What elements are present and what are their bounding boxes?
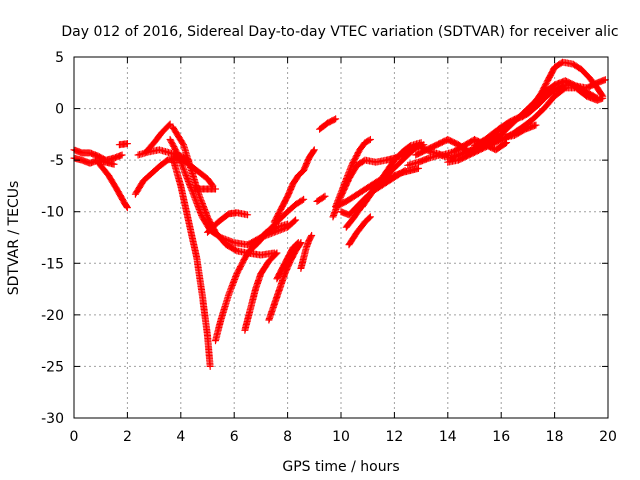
- y-tick-label: -30: [41, 411, 64, 427]
- x-tick-label: 12: [385, 429, 403, 445]
- x-tick-label: 2: [123, 429, 132, 445]
- x-tick-label: 10: [332, 429, 350, 445]
- y-tick-label: 5: [55, 50, 64, 66]
- x-tick-label: 18: [546, 429, 564, 445]
- y-tick-label: -5: [50, 153, 64, 169]
- y-tick-label: -25: [41, 359, 64, 375]
- series-27-markers: [345, 213, 374, 249]
- x-tick-label: 14: [439, 429, 457, 445]
- series-18-markers: [297, 231, 316, 272]
- series-17-markers: [273, 239, 302, 283]
- x-tick-label: 8: [283, 429, 292, 445]
- series-28-markers: [358, 139, 425, 211]
- series-14-markers: [241, 249, 281, 334]
- y-tick-label: -20: [41, 308, 64, 324]
- axis-ticks: 0 2 4 6 8 10 12 14 16 18 20 -30 -25 -20 -15 -10 -5 0 5: [41, 50, 617, 445]
- series-21-markers: [313, 192, 329, 205]
- series-4-markers: [115, 140, 131, 149]
- y-axis-label: SDTVAR / TECUs: [6, 181, 22, 296]
- series-8-markers: [142, 120, 174, 156]
- x-tick-label: 6: [230, 429, 239, 445]
- series-3-markers: [94, 158, 131, 212]
- series-32-markers: [444, 84, 607, 166]
- y-tick-label: -10: [41, 205, 64, 221]
- series-11-markers: [169, 123, 278, 259]
- series-9-markers: [169, 154, 214, 371]
- x-tick-label: 16: [492, 429, 510, 445]
- x-tick-label: 4: [176, 429, 185, 445]
- series-35-markers: [470, 92, 551, 150]
- x-tick-label: 20: [599, 429, 617, 445]
- series-19-markers: [270, 146, 318, 226]
- series-24-markers: [332, 135, 374, 211]
- data-series: [70, 58, 609, 371]
- series-20-markers: [316, 115, 340, 133]
- series-12-markers: [203, 209, 252, 236]
- y-tick-label: -15: [41, 256, 64, 272]
- x-tick-label: 0: [70, 429, 79, 445]
- y-tick-label: 0: [55, 102, 64, 118]
- x-axis-label: GPS time / hours: [282, 459, 399, 475]
- series-16-markers: [265, 239, 305, 324]
- chart-title: Day 012 of 2016, Sidereal Day-to-day VTE…: [61, 24, 618, 40]
